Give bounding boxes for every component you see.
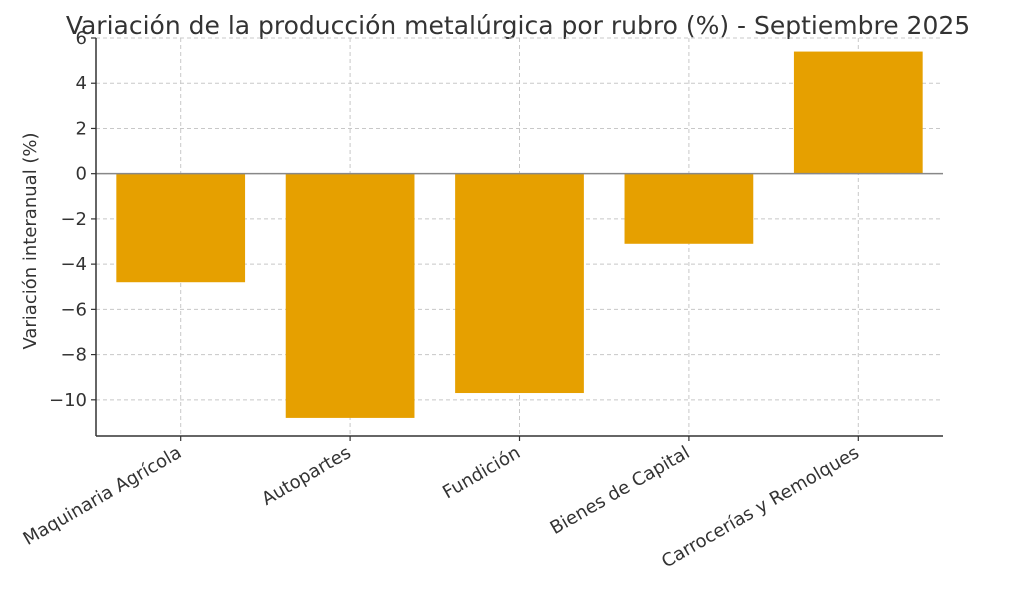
bars xyxy=(116,51,923,418)
y-tick-label: 0 xyxy=(76,164,87,185)
x-tick-labels: Maquinaria Agrícola Autopartes Fundición Bi… xyxy=(20,442,863,572)
y-tick-label: 4 xyxy=(76,73,87,94)
y-tick-label: −10 xyxy=(49,390,87,411)
x-tick-label: Bienes de Capital xyxy=(547,442,694,539)
y-tick-label: −6 xyxy=(60,299,87,320)
bar xyxy=(285,173,415,418)
x-tick-label: Fundición xyxy=(439,442,524,503)
y-tick-label: −2 xyxy=(60,209,87,230)
chart-title: Variación de la producción metalúrgica p… xyxy=(66,11,970,40)
axes xyxy=(91,37,943,441)
y-tick-label: −4 xyxy=(60,254,87,275)
x-tick-label: Maquinaria Agrícola xyxy=(20,442,186,550)
y-tick-label: 2 xyxy=(76,118,87,139)
bar xyxy=(116,173,246,283)
bar xyxy=(793,51,923,174)
y-tick-label: 6 xyxy=(76,28,87,49)
bar xyxy=(455,173,584,394)
x-tick-label: Autopartes xyxy=(258,442,354,510)
bar xyxy=(624,173,754,244)
y-tick-labels: 6 4 2 0 −2 −4 −6 −8 −10 xyxy=(49,28,87,411)
y-tick-label: −8 xyxy=(60,345,87,366)
y-axis-label: Variación interanual (%) xyxy=(20,132,41,349)
